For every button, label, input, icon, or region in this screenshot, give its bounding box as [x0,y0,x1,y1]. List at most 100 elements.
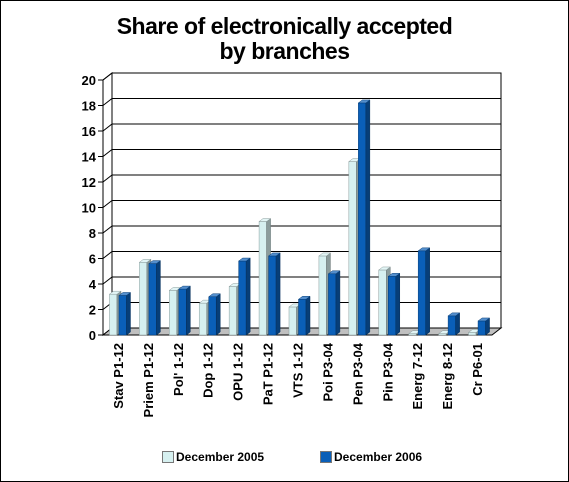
gridline [102,276,501,285]
y-tick-label: 16 [82,124,96,139]
bar-front [109,293,118,336]
bar-top [207,293,221,297]
gridline [102,200,501,208]
bar-front [447,315,456,336]
y-tick-label: 14 [82,150,97,165]
x-tick-label: Stav P1-12 [111,343,126,409]
bar-top [417,247,431,252]
bar-front [378,269,387,336]
x-tick-label: Pol' 1-12 [171,343,186,396]
bar-front [417,250,426,336]
x-tick-label: Cr P6-01 [470,343,485,396]
y-tick-label: 8 [89,226,96,241]
y-tick-label: 20 [82,73,96,88]
y-axis-ticks: 0 2 4 6 8 10 12 14 16 18 20 [82,73,104,343]
bar-front [348,161,357,336]
bar-front [298,299,307,336]
bar [148,260,162,336]
gridline [102,174,501,183]
y-tick-label: 0 [89,328,96,343]
x-tick-label: Energ 7-12 [410,343,425,409]
bar [357,99,371,336]
bar [237,257,251,336]
x-axis-labels: Stav P1-12 Priem P1-12 Pol' 1-12 Dop 1-12 OP… [111,342,485,417]
bar-top [378,266,392,271]
chart-walls [101,71,503,337]
bar [477,317,491,336]
bar-top [297,296,311,300]
x-tick-label: Priem P1-12 [141,343,156,417]
bar-top [148,260,162,264]
legend-swatch-1 [162,451,174,463]
legend-swatch-2 [320,451,332,463]
bar [207,293,221,336]
legend-item-1: December 2005 [162,450,264,464]
gridline [102,123,501,132]
bar-side [425,247,430,336]
bar-front [139,262,148,336]
bar-front [118,295,127,336]
x-tick-label: OPU 1-12 [231,343,246,401]
bar-side [126,291,131,336]
y-tick-label: 6 [89,252,96,267]
bar-front [258,221,267,336]
bar-side [186,285,191,336]
bar-front [208,296,217,336]
bar-front [148,263,157,336]
bar-side [455,312,460,336]
legend: December 2005 December 2006 [160,448,450,470]
gridlines [102,72,501,310]
bar [297,295,311,336]
bar-top [258,218,272,222]
bar [327,270,341,336]
gridline [102,225,501,234]
x-tick-label: VTS 1-12 [291,343,306,398]
bar-top [138,259,152,263]
x-tick-label: Pen P3-04 [350,342,365,405]
y-tick-label: 12 [82,175,96,190]
bar-front [228,286,237,336]
y-tick-label: 10 [82,201,96,216]
bar-side [275,252,281,336]
bar [118,291,132,336]
bar-side [365,99,371,336]
bar-top [178,285,192,290]
bar-front [288,306,297,336]
bar-top [267,252,281,257]
x-tick-label: Pin P3-04 [380,342,395,401]
legend-label-1: December 2005 [176,450,265,464]
bar-top [237,257,251,262]
bar-front [238,260,247,336]
x-tick-label: PaT P1-12 [261,343,276,405]
x-tick-label: Energ 8-12 [440,343,455,409]
bar [387,272,401,336]
bar-front [169,290,178,336]
bar-front [358,102,367,336]
bar-top [387,273,401,277]
gridline [102,72,501,81]
bar-side [156,260,161,336]
x-tick-label: Poi P3-04 [320,342,335,401]
gridline [102,251,501,259]
legend-item-2: December 2006 [320,450,422,464]
bar-front [198,302,207,336]
bar-front [477,320,486,336]
bar [447,312,461,336]
bar-front [468,332,477,336]
legend-label-2: December 2006 [334,450,423,464]
bar-side [335,270,341,336]
bar-top [327,270,341,275]
bar-front [318,255,327,336]
bar-top [108,290,122,295]
bar-side [215,293,221,336]
bar-front [388,276,397,336]
gridline [102,98,501,106]
bar-top [118,292,132,296]
bar [417,247,431,336]
y-tick-label: 4 [89,277,97,292]
y-tick-label: 2 [89,303,96,318]
bar [178,285,192,336]
bars [108,99,491,336]
bar-top [477,317,491,322]
